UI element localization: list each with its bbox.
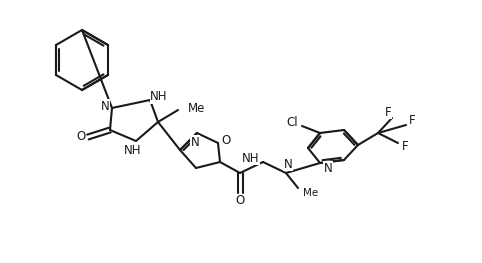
Text: F: F [409,114,415,128]
Text: O: O [235,195,245,208]
Text: Me: Me [303,188,318,198]
Text: N: N [323,161,333,174]
Text: F: F [402,140,408,154]
Text: F: F [385,105,391,119]
Text: N: N [283,158,293,170]
Text: N: N [101,99,109,113]
Text: Me: Me [188,102,205,114]
Text: NH: NH [124,144,142,156]
Text: N: N [190,135,200,149]
Text: NH: NH [150,90,168,104]
Text: NH: NH [242,151,260,164]
Text: O: O [76,130,86,144]
Text: Cl: Cl [286,117,298,129]
Text: O: O [221,134,230,148]
